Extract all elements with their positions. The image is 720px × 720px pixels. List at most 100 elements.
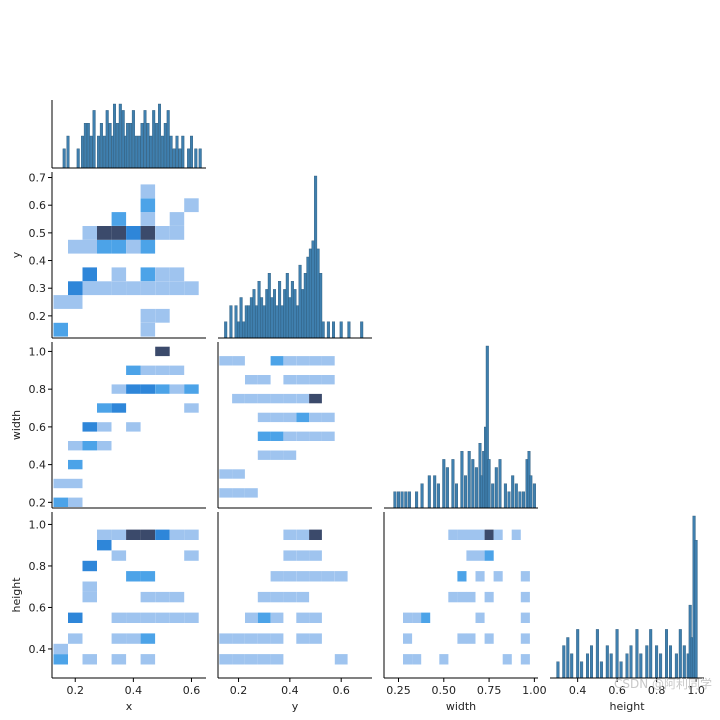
hist-bar-x [152,110,156,169]
heatmap-cell-height-width [412,654,422,665]
y-axis-label: height [10,577,23,613]
x-tick-label: 0.6 [332,684,350,697]
heatmap-cell-height-x [97,529,112,540]
hist-bar-width [503,483,507,509]
heatmap-cell-height-y [270,633,284,644]
heatmap-cell-height-x [82,654,97,665]
heatmap-cell-width-y [283,375,297,385]
heatmap-cell-width-y [257,431,271,441]
heatmap-cell-height-width [466,591,476,603]
hist-bar-width [404,491,408,509]
heatmap-cell-height-width [466,529,476,540]
hist-bar-height [580,661,584,679]
hist-bar-width [442,459,446,509]
heatmap-cell-height-y [270,571,284,582]
heatmap-cell-height-width [457,591,467,603]
heatmap-cell-width-x [140,365,156,375]
hist-bar-width [436,483,440,509]
heatmap-cell-width-y [296,393,310,404]
hist-bar-y [326,321,330,339]
heatmap-cell-height-y [283,591,297,603]
heatmap-cell-width-y [270,450,284,460]
x-tick-label: 0.4 [281,684,299,697]
hist-bar-y [283,289,287,339]
heatmap-cell-height-width [448,529,458,540]
heatmap-cell-height-y [232,633,245,644]
heatmap-cell-height-y [321,571,335,582]
heatmap-cell-width-x [155,365,170,375]
heatmap-cell-width-y [257,450,271,460]
heatmap-cell-width-y [270,356,284,366]
heatmap-cell-width-x [68,497,83,507]
hist-bar-x [137,135,141,169]
heatmap-cell-height-x [97,540,112,551]
hist-bar-height [609,653,613,679]
heatmap-cell-width-x [53,478,68,489]
heatmap-cell-width-y [309,356,322,366]
heatmap-cell-height-x [140,654,156,665]
heatmap-cell-height-x [140,633,156,644]
heatmap-cell-width-y [296,356,310,366]
heatmap-cell-width-y [270,393,284,404]
hist-bar-x [198,148,202,169]
hist-bar-y [308,248,312,339]
heatmap-cell-height-x [184,550,199,561]
hist-bar-width [460,451,464,509]
hist-bar-x [76,148,80,169]
heatmap-cell-width-y [309,375,322,385]
heatmap-cell-height-width [493,571,503,582]
heatmap-cell-y-x [155,267,170,282]
heatmap-cell-height-y [283,571,297,582]
heatmap-cell-y-x [140,212,156,226]
hist-bar-y [314,175,318,339]
heatmap-cell-height-width [520,612,530,623]
hist-bar-height [694,540,698,679]
hist-bar-width [474,467,478,509]
hist-bar-y [224,321,228,339]
x-tick-label: 0.2 [66,684,84,697]
heatmap-cell-height-y [219,633,233,644]
hist-bar-width [518,491,522,509]
heatmap-cell-width-y [321,356,335,366]
hist-bar-x [166,110,170,169]
heatmap-cell-y-x [140,322,156,337]
heatmap-cell-height-width [421,612,431,623]
hist-bar-height [586,653,590,679]
hist-bar-width [491,483,495,509]
heatmap-cell-height-y [296,550,310,561]
hist-bar-x [112,103,116,169]
hist-bar-x [96,135,100,169]
heatmap-cell-y-x [184,198,199,213]
heatmap-cell-width-y [257,375,271,385]
hist-bar-x [80,135,84,169]
heatmap-cell-y-x [140,239,156,254]
heatmap-cell-y-x [126,239,141,254]
heatmap-cell-width-y [296,431,310,441]
y-tick-label: 0.2 [29,496,47,509]
heatmap-cell-height-x [111,654,127,665]
heatmap-cell-height-y [334,654,348,665]
heatmap-cell-y-x [140,226,156,240]
heatmap-cell-height-y [296,612,310,623]
hist-bar-height [655,645,659,679]
hist-bar-width [522,491,526,509]
heatmap-cell-height-width [475,550,485,561]
hist-bar-height [665,629,669,679]
heatmap-cell-y-x [82,239,97,254]
heatmap-cell-width-x [68,459,83,470]
hist-bar-y [319,273,323,339]
x-axis-label: y [292,700,299,713]
x-tick-label: 0.25 [386,684,411,697]
x-tick-label: 0.75 [477,684,502,697]
heatmap-cell-y-x [111,267,127,282]
heatmap-cell-width-y [283,431,297,441]
hist-bar-x [105,110,109,169]
heatmap-cell-y-x [68,281,83,296]
hist-bar-x [121,110,125,169]
hist-bar-x [143,110,147,169]
heatmap-cell-height-y [309,612,322,623]
hist-bar-x [155,122,159,169]
hist-bar-x [134,135,138,169]
y-tick-label: 1.0 [29,518,47,531]
heatmap-cell-height-y [245,654,258,665]
